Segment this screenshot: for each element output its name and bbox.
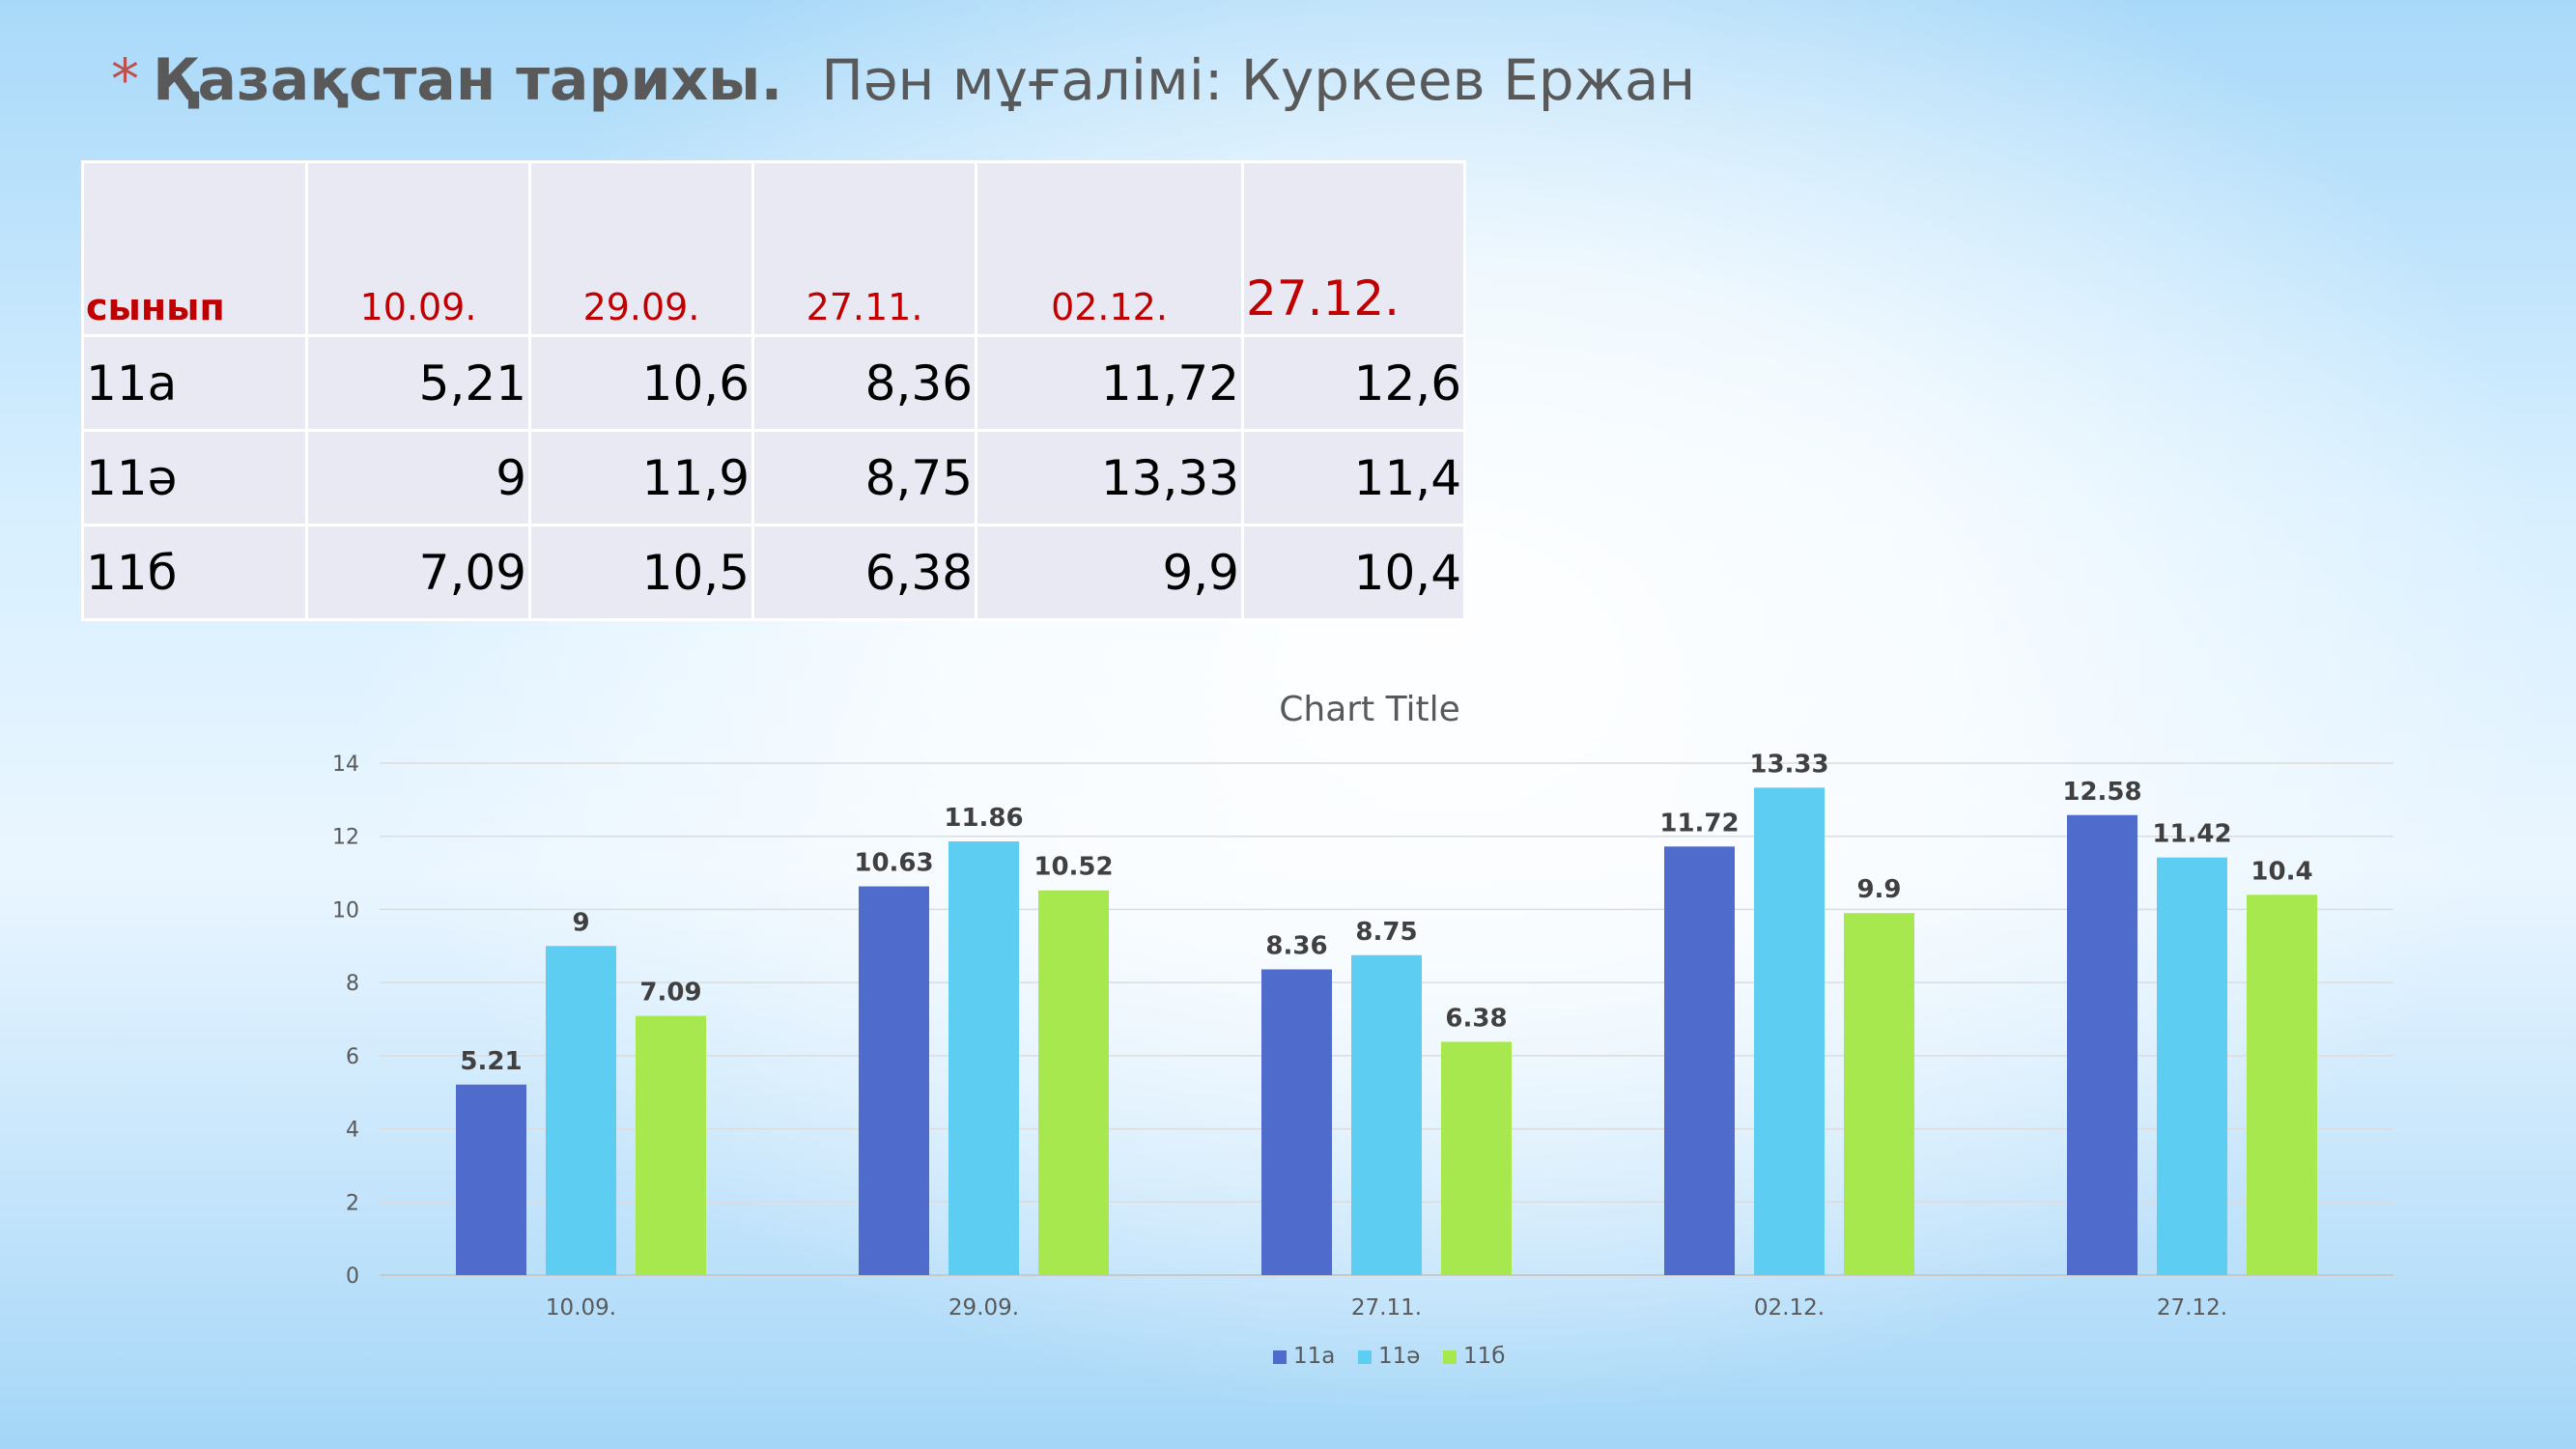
data-label: 8.75 [1355,918,1417,947]
data-label: 13.33 [1749,750,1828,779]
slide-title: * Қазақстан тарихы. Пән мұғалімі: Куркеев … [111,46,1695,114]
legend: 11а 11ә 11б [1273,1344,1505,1369]
x-tick-label: 10.09. [546,1295,616,1321]
bar [2157,857,2227,1275]
y-tick-label: 4 [346,1119,359,1143]
data-label: 8.36 [1265,932,1327,961]
data-label: 6.38 [1445,1004,1507,1033]
data-label: 10.4 [2250,857,2312,886]
data-label: 10.63 [854,849,933,878]
bar [1754,787,1825,1275]
table-cell: 8,36 [751,334,977,432]
table-cell: 9,9 [975,524,1244,621]
data-label: 11.72 [1659,809,1739,838]
header-date: 29.09. [528,160,754,337]
x-tick-label: 27.11. [1351,1295,1422,1321]
table-cell: 13,33 [975,429,1244,526]
legend-label: 11б [1463,1344,1505,1369]
bar [948,841,1019,1275]
table-cell: 11,72 [975,334,1244,432]
data-label: 10.52 [1033,853,1113,882]
class-name: 11а [81,334,308,432]
table-cell: 10,4 [1241,524,1466,621]
data-label: 9 [572,908,589,937]
class-name: 11б [81,524,308,621]
data-label: 12.58 [2062,778,2141,807]
legend-swatch [1358,1350,1372,1364]
teacher-subtitle: Пән мұғалімі: Куркеев Ержан [821,47,1696,113]
y-tick-label: 12 [332,826,359,850]
legend-label: 11а [1293,1344,1335,1369]
bar [1664,846,1735,1275]
subject-title: Қазақстан тарихы. [153,46,783,114]
table-cell: 12,6 [1241,334,1466,432]
table-cell: 5,21 [305,334,531,432]
y-tick-label: 14 [332,753,359,777]
x-tick-label: 29.09. [948,1295,1019,1321]
header-date: 27.11. [751,160,977,337]
axis-labels: 0 2 4 6 8 10 12 14 10.09. 29.09. 27.11. 02.12. 27.12… [332,753,2227,1321]
bar [1441,1041,1512,1275]
table-cell: 6,38 [751,524,977,621]
grades-table: сынып 10.09. 29.09. 27.11. 02.12. 27.12.… [81,160,1466,621]
table-cell: 11,9 [528,429,754,526]
data-label: 11.42 [2152,820,2231,849]
table-cell: 8,75 [751,429,977,526]
class-name: 11ә [81,429,308,526]
header-class: сынып [81,160,308,337]
header-date: 27.12. [1241,160,1466,337]
bar [859,886,929,1275]
bar [456,1084,526,1275]
table-row: 11ә 9 11,9 8,75 13,33 11,4 [81,429,1466,526]
legend-swatch [1443,1350,1457,1364]
y-tick-label: 2 [346,1191,359,1215]
table-row: 11б 7,09 10,5 6,38 9,9 10,4 [81,524,1466,621]
data-label: 9.9 [1856,875,1901,904]
bar [636,1015,706,1275]
table-row: 11а 5,21 10,6 8,36 11,72 12,6 [81,334,1466,432]
table-cell: 7,09 [305,524,531,621]
header-date: 02.12. [975,160,1244,337]
legend-label: 11ә [1378,1344,1420,1369]
bar [2247,895,2317,1275]
table-cell: 9 [305,429,531,526]
y-tick-label: 6 [346,1045,359,1069]
data-label: 5.21 [460,1047,522,1076]
x-tick-label: 02.12. [1754,1295,1825,1321]
bar [2067,814,2137,1275]
bar [1351,954,1422,1275]
y-tick-label: 8 [346,972,359,996]
legend-swatch [1273,1350,1287,1364]
table-cell: 10,5 [528,524,754,621]
bars [456,787,2317,1275]
chart-title: Chart Title [1279,690,1460,729]
bar [1844,913,1914,1275]
data-label: 7.09 [639,979,701,1008]
y-tick-label: 10 [332,898,359,923]
data-labels: 5.21 9 7.09 10.63 11.86 10.52 8.36 8.75 6.38 11.7… [460,750,2312,1075]
table-cell: 10,6 [528,334,754,432]
data-label: 11.86 [944,804,1023,833]
y-tick-label: 0 [346,1264,359,1289]
bar [1038,890,1109,1275]
table-header-row: сынып 10.09. 29.09. 27.11. 02.12. 27.12. [81,160,1466,337]
x-tick-label: 27.12. [2157,1295,2227,1321]
header-date: 10.09. [305,160,531,337]
table-cell: 11,4 [1241,429,1466,526]
bar [546,946,616,1275]
bar [1261,969,1332,1275]
bullet-star: * [111,46,139,112]
